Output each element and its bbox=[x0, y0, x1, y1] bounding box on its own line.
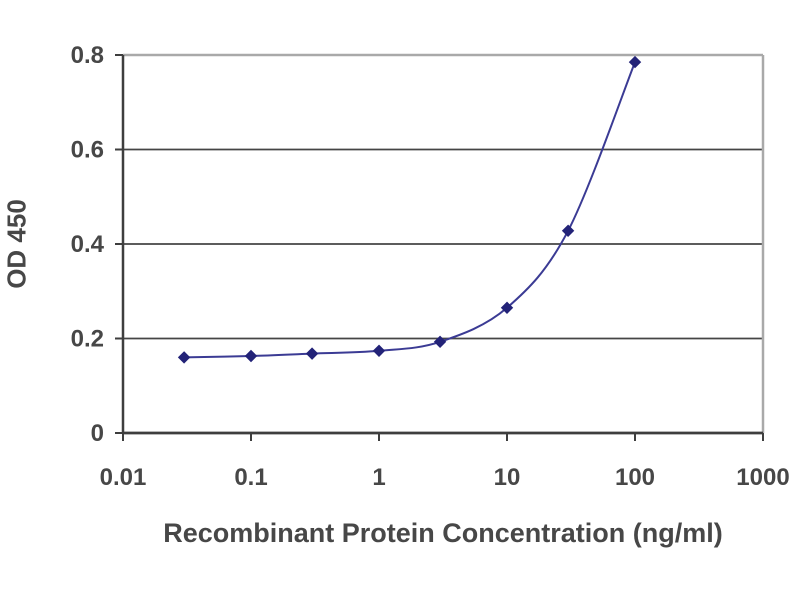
data-point-marker bbox=[177, 351, 191, 364]
x-tick-label: 10 bbox=[494, 464, 521, 491]
x-tick-label: 0.01 bbox=[100, 464, 147, 491]
x-tick-label: 1 bbox=[372, 464, 385, 491]
y-axis-title: OD 450 bbox=[1, 199, 32, 289]
data-point-marker bbox=[561, 224, 575, 237]
data-point-marker bbox=[628, 55, 642, 69]
x-tick-label: 100 bbox=[615, 464, 655, 491]
data-point-marker bbox=[500, 301, 514, 314]
y-tick-label: 0 bbox=[91, 420, 104, 447]
y-tick-label: 0.6 bbox=[71, 137, 104, 164]
x-axis-title: Recombinant Protein Concentration (ng/ml… bbox=[163, 518, 723, 548]
y-tick-label: 0.4 bbox=[71, 231, 105, 258]
x-tick-label: 0.1 bbox=[234, 464, 267, 491]
data-point-marker bbox=[433, 335, 447, 349]
y-tick-label: 0.2 bbox=[71, 326, 104, 353]
data-point-marker bbox=[305, 347, 319, 360]
series-line bbox=[184, 61, 636, 359]
y-tick-label: 0.8 bbox=[71, 42, 104, 69]
x-tick-label: 1000 bbox=[736, 464, 789, 491]
data-point-marker bbox=[244, 349, 258, 363]
data-point-marker bbox=[372, 344, 386, 357]
